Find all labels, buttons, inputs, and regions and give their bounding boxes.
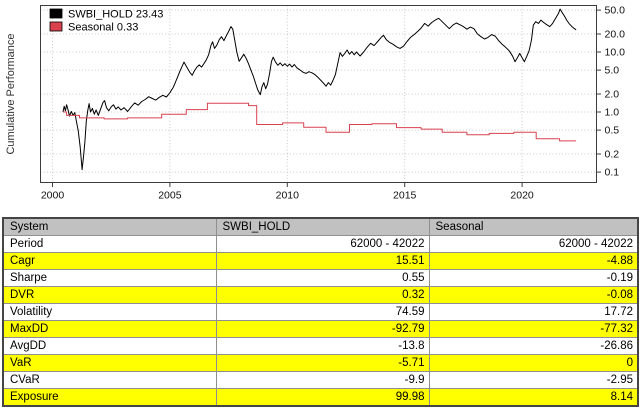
series-line-swbi_hold	[62, 8, 577, 171]
seasonal-value-cell: 17.72	[428, 303, 639, 321]
swbi-value-cell: -92.79	[215, 320, 430, 338]
seasonal-value-cell: -26.86	[428, 337, 639, 355]
x-tick-label: 2000	[41, 190, 65, 202]
table-row: Cagr 15.51 -4.88	[2, 252, 639, 270]
swbi-value-cell: 99.98	[215, 388, 430, 407]
stat-label-cell: Sharpe	[2, 269, 217, 287]
y-tick-label: 0.5	[605, 125, 620, 137]
y-tick-label: 0.2	[605, 149, 620, 161]
seasonal-value-cell: -0.19	[428, 269, 639, 287]
table-row: DVR 0.32 -0.08	[2, 286, 639, 304]
seasonal-value-cell: 0	[428, 354, 639, 372]
seasonal-value-cell: -4.88	[428, 252, 639, 270]
swbi-value-cell: -9.9	[215, 371, 430, 389]
table-header-row: System SWBI_HOLD Seasonal	[2, 217, 639, 236]
stat-label-cell: DVR	[2, 286, 217, 304]
chart-canvas: 2000 2005 2010 2015 2020 50.0 20.0 10.0 5.0 2.0 1.…	[40, 5, 626, 202]
swbi-value-cell: -5.71	[215, 354, 430, 372]
table-row: Sharpe 0.55 -0.19	[2, 269, 639, 287]
stat-label-cell: AvgDD	[2, 337, 217, 355]
cumulative-performance-chart: Cumulative Performance 2000 2005 2010 2015 2…	[5, 5, 626, 202]
y-tick-label: 1.0	[605, 107, 620, 119]
table-row: Period 62000 - 42022 62000 - 42022	[2, 235, 639, 253]
y-tick-label: 10.0	[605, 47, 626, 59]
stat-label-cell: VaR	[2, 354, 217, 372]
swbi-value-cell: 0.55	[215, 269, 430, 287]
stat-label-cell: Cagr	[2, 252, 217, 270]
y-tick-label: 50.0	[605, 5, 626, 17]
y-tick-label: 20.0	[605, 29, 626, 41]
table-row: VaR -5.71 0	[2, 354, 639, 372]
table-row: AvgDD -13.8 -26.86	[2, 337, 639, 355]
table-row: Volatility 74.59 17.72	[2, 303, 639, 321]
performance-stats-table: System SWBI_HOLD Seasonal Period 62000 - 42…	[2, 217, 639, 407]
header-cell: System	[2, 217, 217, 236]
swbi-value-cell: -13.8	[215, 337, 430, 355]
y-tick-label: 2.0	[605, 89, 620, 101]
table-row: MaxDD -92.79 -77.32	[2, 320, 639, 338]
seasonal-value-cell: -2.95	[428, 371, 639, 389]
stat-label-cell: Period	[2, 235, 217, 253]
table-header: System SWBI_HOLD Seasonal	[2, 217, 639, 236]
stat-label-cell: Volatility	[2, 303, 217, 321]
stat-label-cell: MaxDD	[2, 320, 217, 338]
legend-label: Seasonal 0.33	[68, 22, 138, 34]
swbi-value-cell: 62000 - 42022	[215, 235, 430, 253]
x-tick-label: 2020	[510, 190, 534, 202]
stat-label-cell: Exposure	[2, 388, 217, 407]
seasonal-value-cell: 8.14	[428, 388, 639, 407]
table-row: Exposure 99.98 8.14	[2, 388, 639, 407]
seasonal-value-cell: 62000 - 42022	[428, 235, 639, 253]
header-cell: Seasonal	[428, 217, 639, 236]
swbi-value-cell: 0.32	[215, 286, 430, 304]
legend-swatch	[49, 8, 63, 19]
legend-label: SWBI_HOLD 23.43	[68, 9, 163, 21]
seasonal-value-cell: -0.08	[428, 286, 639, 304]
header-cell: SWBI_HOLD	[215, 217, 430, 236]
y-tick-label: 0.1	[605, 167, 620, 179]
x-tick-label: 2005	[158, 190, 182, 202]
series-line-seasonal	[63, 102, 577, 142]
table-row: CVaR -9.9 -2.95	[2, 371, 639, 389]
table-body: Period 62000 - 42022 62000 - 42022 Cagr 15.5…	[2, 235, 639, 407]
stat-label-cell: CVaR	[2, 371, 217, 389]
swbi-value-cell: 74.59	[215, 303, 430, 321]
swbi-value-cell: 15.51	[215, 252, 430, 270]
y-tick-label: 5.0	[605, 65, 620, 77]
seasonal-value-cell: -77.32	[428, 320, 639, 338]
x-tick-label: 2010	[276, 190, 300, 202]
legend-swatch	[49, 21, 63, 32]
x-tick-label: 2015	[393, 190, 417, 202]
